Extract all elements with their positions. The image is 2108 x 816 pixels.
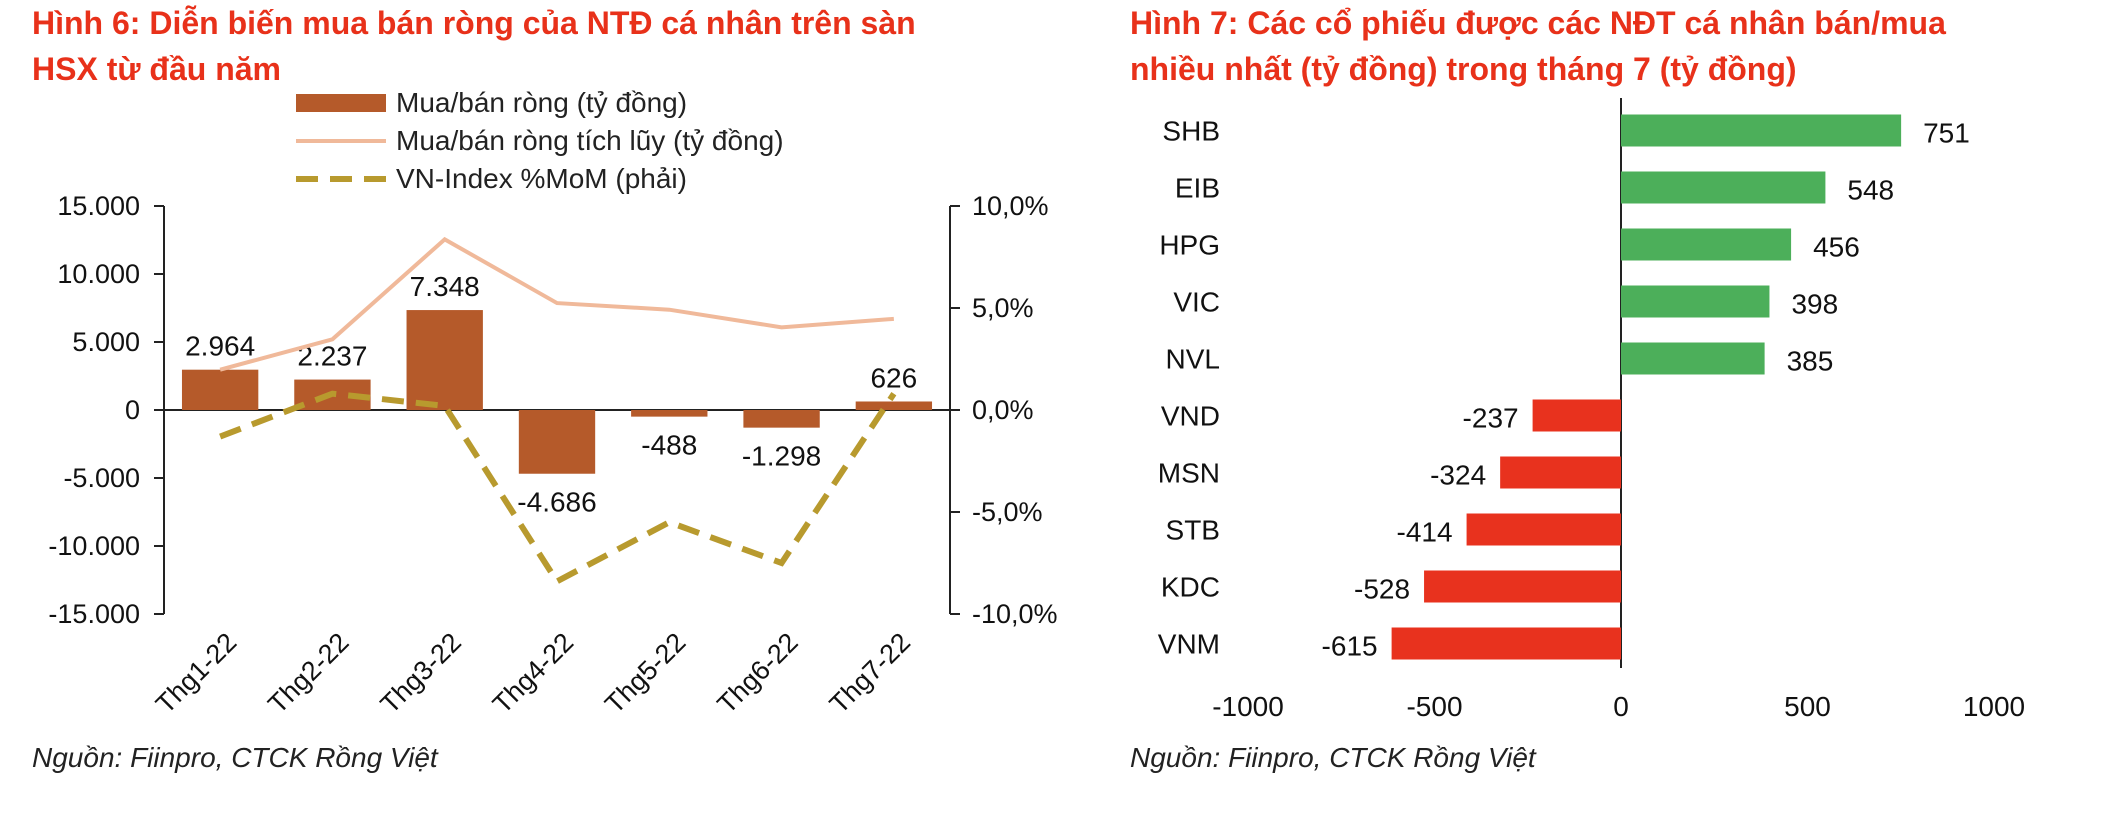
x-tick-label: Thg5-22 bbox=[599, 627, 691, 719]
bar-Thg1-22 bbox=[181, 369, 259, 410]
y-tick-label-left: 10.000 bbox=[57, 259, 140, 289]
bar-data-label: 7.348 bbox=[410, 271, 480, 302]
y-tick-label-left: 0 bbox=[125, 395, 140, 425]
bar-Thg7-22 bbox=[855, 401, 933, 410]
bar-data-label: 751 bbox=[1923, 118, 1970, 149]
y-tick-label-left: -5.000 bbox=[63, 463, 140, 493]
left-chart-title: Hình 6: Diễn biến mua bán ròng của NTĐ c… bbox=[32, 0, 916, 92]
right-chart-title: Hình 7: Các cổ phiếu được các NĐT cá nhâ… bbox=[1130, 0, 1946, 92]
bar-NVL bbox=[1621, 342, 1765, 375]
bar-data-label: -4.686 bbox=[517, 487, 596, 518]
bar-data-label: 456 bbox=[1813, 232, 1860, 263]
x-tick-label: -1000 bbox=[1212, 691, 1284, 722]
category-label: EIB bbox=[1175, 173, 1220, 204]
y-tick-label-left: 15.000 bbox=[57, 191, 140, 221]
bar-HPG bbox=[1621, 228, 1792, 261]
bar-data-label: 2.964 bbox=[185, 331, 255, 362]
series-line-vnindex bbox=[219, 390, 897, 586]
legend-swatch-dash bbox=[296, 176, 386, 182]
bar-data-label: 548 bbox=[1847, 175, 1894, 206]
bar-data-label: 626 bbox=[870, 362, 917, 393]
right-title-line-2: nhiều nhất (tỷ đồng) trong tháng 7 (tỷ đ… bbox=[1130, 51, 1797, 87]
legend-item-bar: Mua/bán ròng (tỷ đồng) bbox=[296, 84, 784, 122]
y-tick-label-right: 10,0% bbox=[972, 191, 1049, 221]
y-tick-label-right: -5,0% bbox=[972, 497, 1043, 527]
left-chart-svg: 15.000 10.000 5.000 0 -5.000 -10.000 -15.000 10… bbox=[48, 191, 1058, 719]
bar-SHB bbox=[1621, 114, 1902, 147]
category-label: MSN bbox=[1158, 458, 1220, 489]
category-label: HPG bbox=[1159, 230, 1220, 261]
legend-swatch-bar bbox=[296, 94, 386, 112]
y-tick-label-left: 5.000 bbox=[72, 327, 140, 357]
legend-label-dash: VN-Index %MoM (phải) bbox=[396, 163, 687, 194]
right-source: Nguồn: Fiinpro, CTCK Rồng Việt bbox=[1130, 742, 1536, 773]
legend-swatch-line bbox=[296, 139, 386, 143]
x-tick-label: Thg4-22 bbox=[487, 627, 579, 719]
bar-VIC bbox=[1621, 285, 1770, 318]
legend-item-dash: VN-Index %MoM (phải) bbox=[296, 160, 784, 198]
x-tick-label: Thg3-22 bbox=[375, 627, 467, 719]
bar-data-label: 398 bbox=[1791, 289, 1838, 320]
x-tick-label: Thg1-22 bbox=[150, 627, 242, 719]
y-tick-label-right: 0,0% bbox=[972, 395, 1034, 425]
y-tick-label-right: -10,0% bbox=[972, 599, 1058, 629]
legend-label-bar: Mua/bán ròng (tỷ đồng) bbox=[396, 87, 688, 118]
bar-MSN bbox=[1500, 456, 1621, 489]
bar-Thg6-22 bbox=[743, 410, 820, 428]
bar-Thg5-22 bbox=[631, 410, 708, 417]
bar-KDC bbox=[1424, 570, 1621, 603]
x-tick-label: 1000 bbox=[1963, 691, 2025, 722]
x-tick-label: Thg6-22 bbox=[711, 627, 803, 719]
category-label: VIC bbox=[1173, 287, 1220, 318]
bar-EIB bbox=[1621, 171, 1826, 204]
bar-data-label: -488 bbox=[641, 430, 697, 461]
bar-data-label: -1.298 bbox=[742, 441, 821, 472]
bar-data-label: 385 bbox=[1787, 346, 1834, 377]
category-label: SHB bbox=[1162, 116, 1220, 147]
x-tick-label: 500 bbox=[1784, 691, 1831, 722]
left-chart-panel: Hình 6: Diễn biến mua bán ròng của NTĐ c… bbox=[32, 0, 1058, 773]
x-tick-label: Thg7-22 bbox=[824, 627, 916, 719]
x-tick-label: Thg2-22 bbox=[262, 627, 354, 719]
category-label: VNM bbox=[1158, 629, 1220, 660]
series-line-cumulative bbox=[219, 236, 895, 372]
bar-VNM bbox=[1391, 627, 1621, 660]
category-label: KDC bbox=[1161, 572, 1220, 603]
bar-data-label: -414 bbox=[1397, 517, 1453, 548]
bar-data-label: -615 bbox=[1322, 631, 1378, 662]
right-title-line-1: Hình 7: Các cổ phiếu được các NĐT cá nhâ… bbox=[1130, 5, 1946, 41]
category-label: VND bbox=[1161, 401, 1220, 432]
category-label: NVL bbox=[1166, 344, 1220, 375]
bar-data-label: -528 bbox=[1354, 574, 1410, 605]
bar-VND bbox=[1532, 399, 1621, 432]
legend-label-line: Mua/bán ròng tích lũy (tỷ đồng) bbox=[396, 125, 784, 156]
x-tick-label: -500 bbox=[1406, 691, 1462, 722]
category-label: STB bbox=[1166, 515, 1220, 546]
left-title-line-2: HSX từ đầu năm bbox=[32, 51, 281, 87]
y-tick-label-left: -15.000 bbox=[48, 599, 140, 629]
x-tick-label: 0 bbox=[1613, 691, 1629, 722]
y-tick-label-left: -10.000 bbox=[48, 531, 140, 561]
bar-STB bbox=[1466, 513, 1621, 546]
left-source: Nguồn: Fiinpro, CTCK Rồng Việt bbox=[32, 742, 438, 773]
bar-Thg4-22 bbox=[518, 410, 596, 474]
bar-data-label: -324 bbox=[1430, 460, 1486, 491]
left-title-line-1: Hình 6: Diễn biến mua bán ròng của NTĐ c… bbox=[32, 5, 916, 41]
right-chart-panel: Hình 7: Các cổ phiếu được các NĐT cá nhâ… bbox=[1110, 0, 2108, 816]
bar-data-label: -237 bbox=[1463, 403, 1519, 434]
right-chart-svg: SHB 751 EIB 548 HPG 456 VIC 398 NVL 385 VND -237 MSN… bbox=[1158, 98, 2025, 722]
y-tick-label-right: 5,0% bbox=[972, 293, 1034, 323]
legend-item-line: Mua/bán ròng tích lũy (tỷ đồng) bbox=[296, 122, 784, 160]
bar-Thg3-22 bbox=[406, 310, 483, 410]
left-legend: Mua/bán ròng (tỷ đồng) Mua/bán ròng tích… bbox=[296, 84, 784, 198]
